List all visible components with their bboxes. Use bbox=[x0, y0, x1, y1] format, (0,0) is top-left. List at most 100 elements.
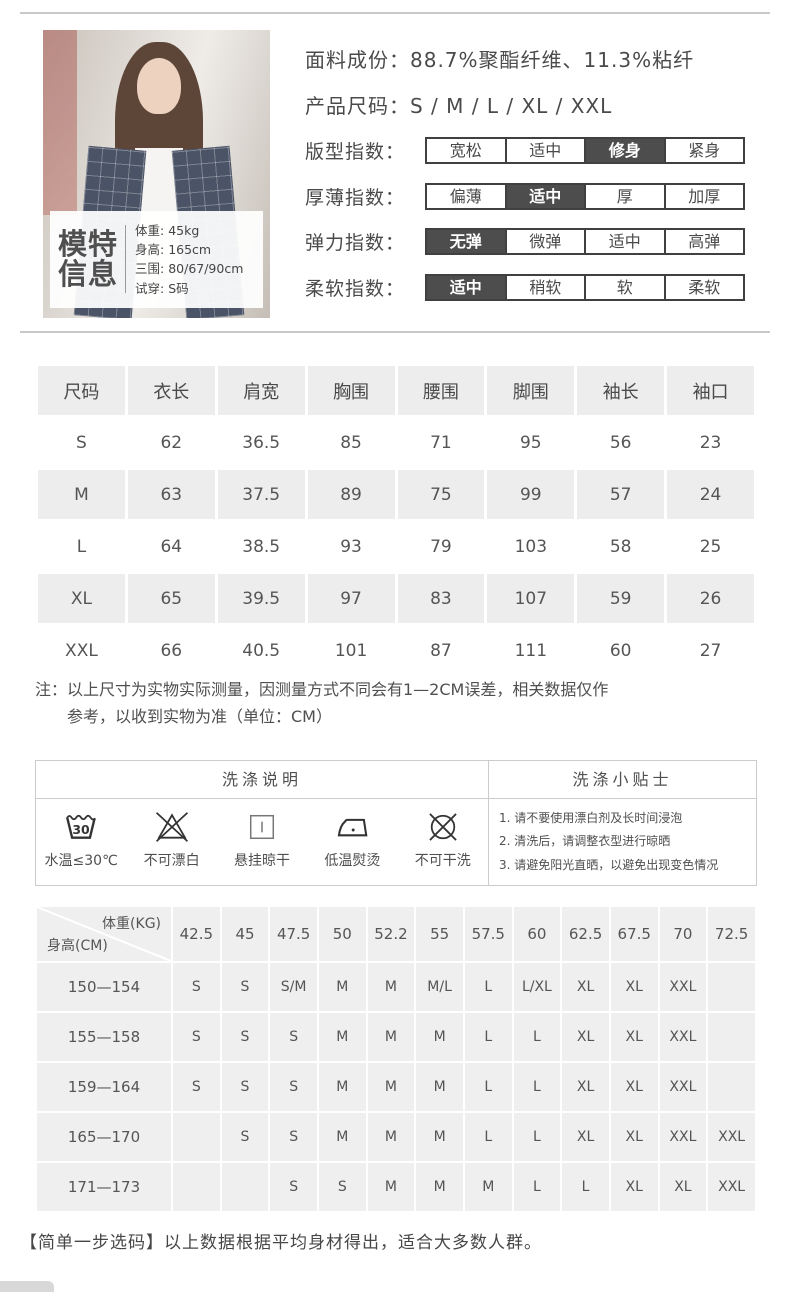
bottom-strip bbox=[0, 1281, 54, 1292]
size-table-cell: 60 bbox=[609, 640, 632, 661]
wash-30-icon: 30 bbox=[66, 814, 97, 839]
size-table-cell: 63 bbox=[127, 470, 215, 519]
chart-size-cell bbox=[708, 963, 755, 1011]
chart-size-cell: S bbox=[318, 1163, 366, 1211]
chart-size-cell: XL bbox=[610, 1163, 658, 1211]
size-table-header-cell: 袖长 bbox=[577, 366, 665, 415]
size-table-cell: 93 bbox=[340, 536, 362, 557]
chart-row: 171—173 S S M M M L L XL XL XXL bbox=[37, 1163, 755, 1211]
chart-size-cell: M/L bbox=[416, 963, 463, 1011]
index-label: 弹力指数： bbox=[305, 232, 406, 254]
chart-size-cell: M bbox=[367, 1113, 415, 1161]
model-stats: 体重: 45kg 身高: 165cm 三围: 80/67/90cm 试穿: S码 bbox=[135, 221, 243, 299]
washing-body: 30 水温≤30℃ 不可漂白 bbox=[36, 799, 756, 886]
size-table-cell: 89 bbox=[307, 470, 395, 519]
index-option-selected: 适中 bbox=[427, 276, 505, 299]
chart-size-cell: M bbox=[367, 1163, 415, 1211]
wash-30-item: 30 水温≤30℃ bbox=[37, 808, 125, 886]
size-table-cell: XXL bbox=[65, 640, 98, 661]
chart-size-cell: S bbox=[173, 1063, 220, 1111]
model-photo: 模特 信息 体重: 45kg 身高: 165cm 三围: 80/67/90cm 试穿:… bbox=[43, 30, 270, 318]
chart-height-cell: 165—170 bbox=[37, 1113, 171, 1161]
chart-size-cell: M bbox=[318, 1113, 366, 1161]
chart-size-cell: L bbox=[513, 1113, 561, 1161]
size-table-row: S 62 36.5 85 71 95 56 23 bbox=[38, 418, 754, 467]
chart-size-cell: XL bbox=[562, 1013, 609, 1061]
chart-height-cell: 171—173 bbox=[37, 1163, 171, 1211]
index-option: 适中 bbox=[504, 139, 585, 162]
size-table-row: M 63 37.5 89 75 99 57 24 bbox=[38, 470, 754, 519]
index-option: 适中 bbox=[584, 230, 664, 253]
size-table-row: XXL 66 40.5 101 87 111 60 27 bbox=[38, 626, 754, 675]
size-table-header-cell: 胸围 bbox=[307, 366, 395, 415]
corner-height-label: 身高(CM) bbox=[47, 938, 108, 954]
chart-weight-header: 67.5 bbox=[610, 907, 658, 961]
chart-size-cell: M bbox=[318, 963, 366, 1011]
model-stat: 身高: 165cm bbox=[135, 241, 212, 257]
sizes-value: S / M / L / XL / XXL bbox=[410, 94, 613, 118]
size-table-cell: 39.5 bbox=[217, 574, 305, 623]
washing-tips-title: 洗涤小贴士 bbox=[488, 761, 756, 798]
fabric-label: 面料成份： bbox=[305, 48, 410, 72]
size-table-cell: 40.5 bbox=[242, 640, 281, 661]
size-table-header-cell: 脚围 bbox=[487, 366, 575, 415]
chart-size-cell: XXL bbox=[708, 1113, 755, 1161]
chart-size-cell: XXL bbox=[659, 963, 707, 1011]
section-divider bbox=[20, 331, 770, 333]
hang-dry-caption: 悬挂晾干 bbox=[233, 853, 290, 869]
chart-size-cell: M bbox=[318, 1013, 366, 1061]
size-table-header-cell: 肩宽 bbox=[217, 366, 305, 415]
index-row: 柔软指数： 适中 稍软软柔软 bbox=[305, 274, 745, 301]
size-table-cell: S bbox=[76, 432, 87, 453]
chart-weight-header: 47.5 bbox=[270, 907, 317, 961]
chart-size-cell: S bbox=[221, 1113, 269, 1161]
index-option: 加厚 bbox=[663, 185, 744, 208]
size-table-cell: 59 bbox=[577, 574, 665, 623]
index-option: 宽松 bbox=[449, 141, 482, 160]
size-table-cell: M bbox=[38, 470, 125, 519]
size-table-header-cell: 袖口 bbox=[667, 366, 754, 415]
size-table-header-cell: 衣长 bbox=[127, 366, 215, 415]
chart-size-cell: XL bbox=[610, 963, 658, 1011]
model-stat: 体重: 45kg bbox=[135, 222, 200, 238]
size-table-cell: 37.5 bbox=[217, 470, 305, 519]
chart-weight-header: 42.5 bbox=[173, 907, 220, 961]
chart-size-cell: XL bbox=[610, 1113, 658, 1161]
fabric-composition-line: 面料成份：88.7%聚酯纤维、11.3%粘纤 bbox=[305, 44, 694, 73]
size-table-cell: 25 bbox=[699, 536, 722, 557]
measurement-note: 注：以上尺寸为实物实际测量，因测量方式不同会有1—2CM误差，相关数据仅作 参考… bbox=[35, 676, 608, 730]
chart-size-cell: S/M bbox=[270, 963, 317, 1011]
size-table-cell: 56 bbox=[609, 432, 632, 453]
index-option: 紧身 bbox=[663, 139, 744, 162]
chart-size-cell bbox=[221, 1163, 269, 1211]
chart-weight-header: 50 bbox=[318, 907, 366, 961]
size-table-cell: 103 bbox=[514, 536, 548, 557]
size-table-cell: 79 bbox=[430, 536, 452, 557]
model-info-divider bbox=[125, 225, 127, 294]
index-bar: 适中 稍软软柔软 bbox=[425, 274, 745, 301]
index-option: 软 bbox=[584, 276, 664, 299]
size-table-cell: 62 bbox=[160, 432, 183, 453]
wash-tip: 1. 请不要使用漂白剂及长时间浸泡 bbox=[499, 811, 683, 825]
size-table-header-row: 尺码 衣长 肩宽 胸围 腰围 脚围 袖长 袖口 bbox=[38, 366, 754, 415]
chart-size-cell: L bbox=[513, 1063, 561, 1111]
chart-row: 159—164 S S S M M M L L XL XL XXL bbox=[37, 1063, 755, 1111]
chart-size-cell: L bbox=[464, 1063, 512, 1111]
chart-weight-header: 57.5 bbox=[464, 907, 512, 961]
wash-tip: 3. 请避免阳光直晒，以避免出现变色情况 bbox=[499, 857, 719, 872]
index-option-selected: 无弹 bbox=[427, 230, 505, 253]
index-option: 稍软 bbox=[504, 276, 585, 299]
chart-size-cell: S bbox=[221, 963, 269, 1011]
size-table-cell: 36.5 bbox=[242, 432, 281, 453]
chart-size-cell: M bbox=[318, 1063, 366, 1111]
low-iron-icon bbox=[338, 818, 368, 837]
chart-weight-header: 72.5 bbox=[708, 907, 755, 961]
size-table-cell: 23 bbox=[699, 432, 722, 453]
index-bar: 偏薄 适中厚加厚 bbox=[425, 183, 745, 210]
sizes-label: 产品尺码： bbox=[305, 94, 410, 118]
chart-size-cell: L bbox=[464, 1013, 512, 1061]
corner-weight-label: 体重(KG) bbox=[102, 916, 161, 932]
size-table-cell: 58 bbox=[609, 536, 632, 557]
chart-corner-cell: 体重(KG) 身高(CM) bbox=[37, 907, 171, 961]
chart-weight-header: 60 bbox=[513, 907, 561, 961]
